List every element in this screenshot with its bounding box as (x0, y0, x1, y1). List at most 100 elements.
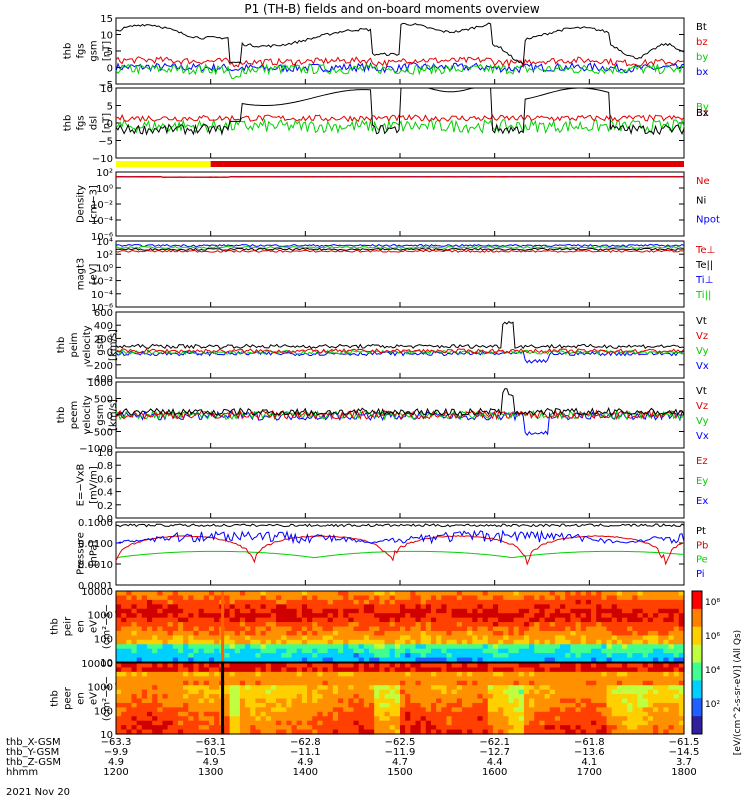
spectrogram-cell (270, 639, 277, 645)
spectrogram-cell (472, 720, 479, 726)
spectrogram-cell (472, 711, 479, 717)
spectrogram-cell (544, 707, 551, 713)
spectrogram-cell (270, 635, 277, 641)
spectrogram-cell (203, 685, 210, 691)
spectrogram-cell (317, 716, 324, 722)
spectrogram-cell (678, 648, 685, 654)
spectrogram-cell (498, 604, 504, 610)
spectrogram-cell (198, 608, 205, 614)
spectrogram-cell (616, 729, 623, 735)
spectrogram-cell (627, 657, 633, 663)
spectrogram-cell (214, 617, 220, 623)
spectrogram-cell (234, 653, 241, 659)
spectrogram-cell (508, 608, 515, 614)
spectrogram-cell (518, 707, 525, 713)
spectrogram-cell (157, 720, 164, 726)
spectrogram-cell (441, 599, 448, 605)
spectrogram-cell (296, 711, 303, 717)
spectrogram-cell (508, 698, 515, 704)
spectrogram-cell (131, 725, 138, 731)
spectrogram-cell (523, 702, 530, 708)
spectrogram-cell (188, 657, 195, 663)
spectrogram-cell (203, 608, 210, 614)
spectrogram-cell (446, 644, 453, 650)
spectrogram-cell (627, 716, 633, 722)
spectrogram-cell (301, 630, 308, 636)
spectrogram-cell (136, 617, 143, 623)
spectrogram-cell (291, 626, 298, 632)
spectrogram-cell (487, 595, 494, 601)
spectrogram-cell (492, 685, 499, 691)
spectrogram-cell (611, 698, 618, 704)
spectrogram-cell (549, 591, 556, 597)
spectrogram-cell (307, 680, 313, 686)
spectrogram-cell (348, 663, 355, 669)
spectrogram-cell (121, 626, 127, 632)
spectrogram-cell (523, 608, 530, 614)
spectrogram-cell (322, 599, 329, 605)
spectrogram-cell (394, 702, 401, 708)
spectrogram-cell (384, 630, 391, 636)
spectrogram-cell (627, 729, 633, 735)
spectrogram-cell (642, 667, 649, 673)
spectrogram-cell (162, 676, 169, 682)
spectrogram-cell (239, 657, 246, 663)
spectrogram-cell (162, 663, 169, 669)
spectrogram-cell (250, 720, 257, 726)
spectrogram-cell (606, 604, 613, 610)
spectrogram-cell (343, 716, 349, 722)
spectrogram-cell (400, 711, 406, 717)
spectrogram-cell (658, 595, 664, 601)
spectrogram-cell (580, 671, 587, 677)
spectrogram-cell (513, 671, 520, 677)
spectrogram-cell (461, 685, 468, 691)
spectrogram-cell (658, 635, 664, 641)
spectrogram-cell (658, 617, 664, 623)
spectrogram-cell (482, 698, 489, 704)
spectrogram-cell (580, 653, 587, 659)
spectrogram-cell (394, 720, 401, 726)
spectrogram-cell (451, 689, 458, 695)
spectrogram-cell (136, 622, 143, 628)
spectrogram-cell (301, 653, 308, 659)
spectrogram-cell (441, 613, 448, 619)
spectrogram-cell (296, 653, 303, 659)
spectrogram-cell (291, 680, 298, 686)
spectrogram-cell (167, 698, 174, 704)
spectrogram-cell (472, 653, 479, 659)
spectrogram-cell (415, 716, 422, 722)
spectrogram-cell (363, 725, 370, 731)
spectrogram-cell (461, 604, 468, 610)
spectrogram-cell (456, 698, 463, 704)
spectrogram-cell (632, 613, 639, 619)
spectrogram-cell (172, 716, 179, 722)
spectrogram-cell (188, 648, 195, 654)
spectrogram-cell (498, 685, 504, 691)
spectrogram-cell (301, 729, 308, 735)
spectrogram-cell (322, 689, 329, 695)
spectrogram-cell (477, 622, 484, 628)
spectrogram-cell (585, 667, 592, 673)
y-tick-label: 0.4 (97, 488, 113, 499)
spectrogram-cell (296, 617, 303, 623)
spectrogram-cell (146, 720, 153, 726)
spectrogram-cell (647, 644, 654, 650)
spectrogram-cell (301, 680, 308, 686)
spectrogram-cell (255, 630, 262, 636)
spectrogram-cell (152, 720, 158, 726)
y-tick-label: 10² (96, 168, 113, 179)
spectrogram-cell (363, 698, 370, 704)
spectrogram-cell (627, 711, 633, 717)
spectrogram-cell (482, 657, 489, 663)
spectrogram-cell (203, 635, 210, 641)
spectrogram-cell (616, 617, 623, 623)
spectrogram-cell (492, 663, 499, 669)
spectrogram-cell (616, 702, 623, 708)
spectrogram-cell (363, 689, 370, 695)
spectrogram-cell (131, 626, 138, 632)
spectrogram-cell (637, 676, 644, 682)
spectrogram-cell (348, 595, 355, 601)
spectrogram-cell (410, 613, 417, 619)
spectrogram-cell (245, 694, 251, 700)
spectrogram-cell (549, 729, 556, 735)
